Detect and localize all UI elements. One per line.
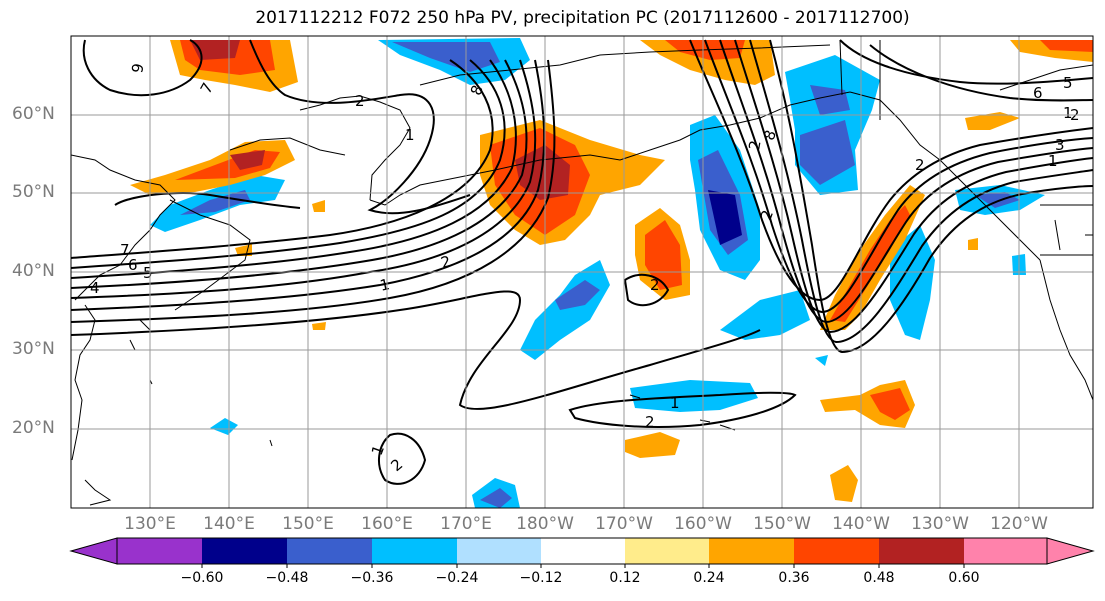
contour-label: 2 <box>915 156 925 174</box>
contour-label: 2 <box>355 92 365 110</box>
contour-label: 1 <box>378 275 391 295</box>
colorbar-tick-label: 0.48 <box>863 570 895 586</box>
lon-label: 150°E <box>282 514 334 534</box>
negative-precip-areas <box>150 38 1045 508</box>
contour-label: 1 <box>1048 152 1058 170</box>
lon-label: 140°E <box>203 514 255 534</box>
contour-label: 7 <box>197 80 217 97</box>
contour-label: 9 <box>128 62 147 75</box>
contour-label: 6 <box>128 256 138 274</box>
lat-label: 40°N <box>12 261 55 281</box>
lon-label: 150°W <box>753 514 811 534</box>
colorbar-tick-label: 0.36 <box>778 570 810 586</box>
contour-label: 3 <box>1055 136 1065 154</box>
lat-label: 50°N <box>12 182 55 202</box>
colorbar-tick-label: 0.60 <box>948 570 980 586</box>
colorbar-extend-low <box>69 537 118 565</box>
lon-label: 140°W <box>832 514 890 534</box>
map-frame <box>70 35 1094 509</box>
contour-label: 5 <box>143 264 153 282</box>
colorbar-tick-label: −0.60 <box>180 570 224 586</box>
colorbar <box>69 537 1095 568</box>
contour-label: 2 <box>645 413 655 431</box>
contour-label: 6 <box>1033 84 1043 102</box>
contour-label: 1 <box>1063 104 1073 122</box>
lon-label: 170°W <box>595 514 653 534</box>
lon-label: 160°E <box>361 514 413 534</box>
colorbar-tick-label: 0.24 <box>693 570 725 586</box>
contour-label: 8 <box>760 128 780 143</box>
lat-label: 20°N <box>12 418 55 438</box>
contour-label: 7 <box>120 241 130 259</box>
colorbar-tick-label: 0.12 <box>609 570 641 586</box>
colorbar-extend-high <box>1046 537 1095 565</box>
colorbar-tick-label: −0.24 <box>435 570 479 586</box>
contour-label: 5 <box>1063 74 1073 92</box>
contour-label: 2 <box>439 252 453 272</box>
contour-label: 1 <box>670 394 680 412</box>
pv-contours <box>71 39 1093 485</box>
colorbar-tick-label: −0.12 <box>519 570 563 586</box>
page-title: 2017112212 F072 250 hPa PV, precipitatio… <box>255 8 910 28</box>
lon-label: 160°W <box>674 514 732 534</box>
lon-label: 170°E <box>440 514 492 534</box>
lon-label: 120°W <box>990 514 1048 534</box>
lon-label: 180°W <box>516 514 574 534</box>
lon-label: 130°W <box>911 514 969 534</box>
graticule <box>71 36 1093 508</box>
positive-precip-areas <box>130 40 1093 502</box>
lat-label: 60°N <box>12 104 55 124</box>
coastlines <box>71 39 1093 506</box>
contour-label: 1 <box>368 443 388 458</box>
contour-label: 4 <box>90 279 100 297</box>
lat-label: 30°N <box>12 339 55 359</box>
contour-label: 2 <box>745 139 764 152</box>
colorbar-tick-label: −0.36 <box>350 570 394 586</box>
lon-label: 130°E <box>124 514 176 534</box>
contour-label: 2 <box>387 455 406 475</box>
contour-label: 2 <box>650 276 660 294</box>
colorbar-tick-label: −0.48 <box>265 570 309 586</box>
contour-label: 1 <box>405 126 415 144</box>
